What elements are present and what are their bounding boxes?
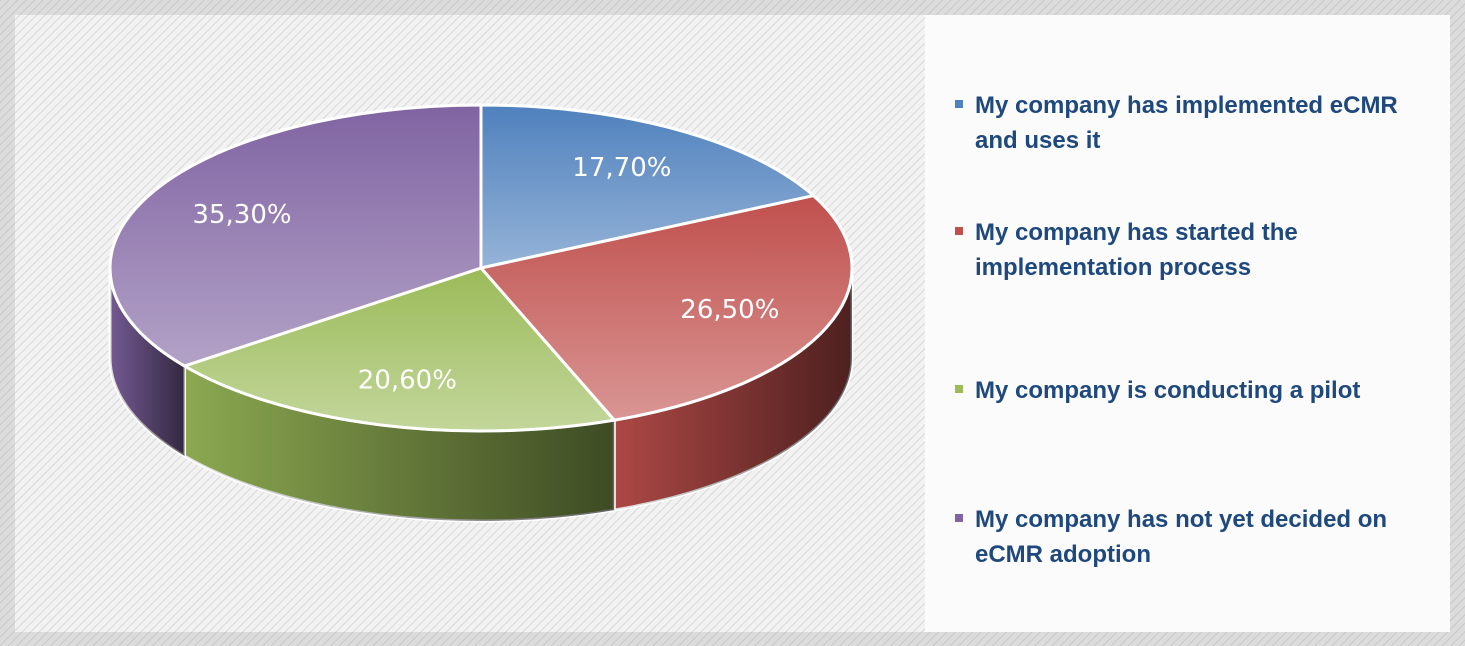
legend-item: My company has implemented eCMR and uses… [955, 88, 1435, 158]
data-label: 26,50% [680, 295, 779, 325]
legend-label: My company is conducting a pilot [975, 377, 1361, 404]
legend-item: My company has not yet decided on eCMR a… [955, 502, 1435, 572]
legend-swatch [955, 385, 963, 393]
slice-side-shade [184, 365, 615, 521]
slice-shine [481, 105, 814, 268]
slice-shine [481, 195, 852, 421]
data-label: 17,70% [572, 153, 671, 183]
legend-label: My company has implemented eCMR and uses… [975, 92, 1398, 154]
legend-item: My company has started the implementatio… [955, 215, 1435, 285]
legend-area [925, 15, 1450, 632]
legend-label: My company has not yet decided on eCMR a… [975, 506, 1388, 568]
data-label: 20,60% [358, 365, 457, 395]
legend-item: My company is conducting a pilot [955, 373, 1435, 408]
legend-swatch [955, 100, 963, 108]
slice-shine [184, 268, 615, 431]
legend-swatch [955, 514, 963, 522]
slice-shine [110, 104, 481, 366]
legend-swatch [955, 227, 963, 235]
data-label: 35,30% [192, 200, 291, 230]
legend-label: My company has started the implementatio… [975, 219, 1298, 281]
slice-side-shade [109, 268, 185, 456]
